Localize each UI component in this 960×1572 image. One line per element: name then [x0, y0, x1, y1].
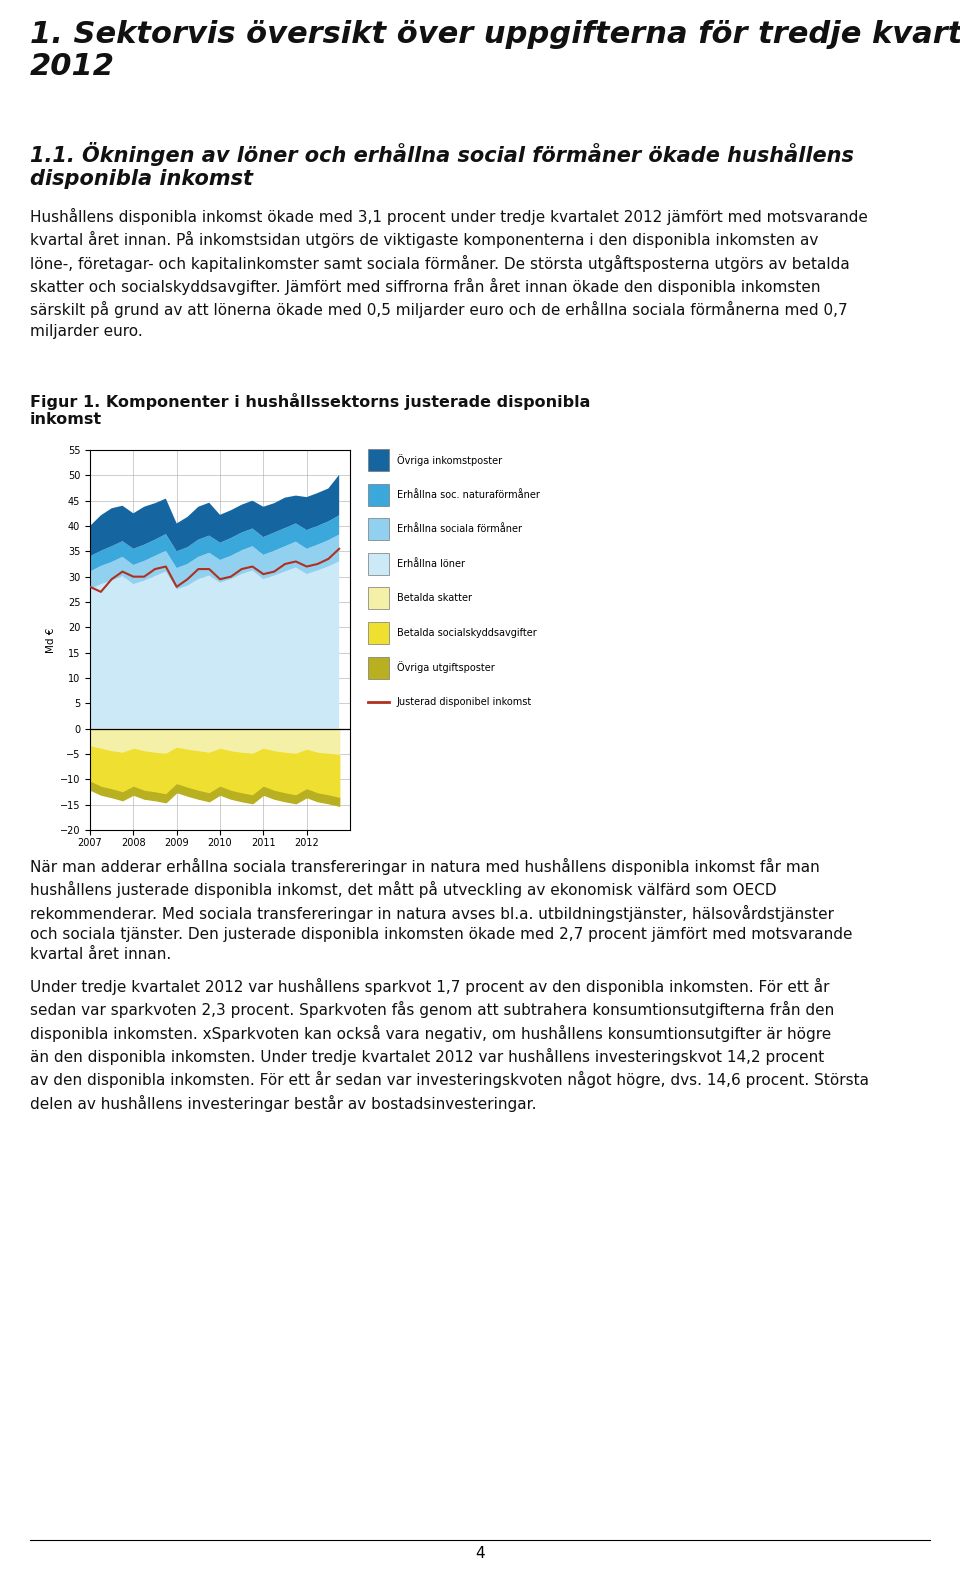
Y-axis label: Md €: Md € [46, 627, 56, 652]
Text: Erhållna löner: Erhållna löner [396, 558, 465, 569]
Text: Erhållna soc. naturaförmåner: Erhållna soc. naturaförmåner [396, 489, 540, 500]
Text: 4: 4 [475, 1545, 485, 1561]
Text: Övriga utgiftsposter: Övriga utgiftsposter [396, 662, 494, 673]
Text: När man adderar erhållna sociala transfereringar in natura med hushållens dispon: När man adderar erhållna sociala transfe… [30, 858, 852, 962]
Text: Figur 1. Komponenter i hushållssektorns justerade disponibla
inkomst: Figur 1. Komponenter i hushållssektorns … [30, 393, 590, 428]
Text: Betalda skatter: Betalda skatter [396, 593, 471, 604]
Text: 1. Sektorvis översikt över uppgifterna för tredje kvartalet
2012: 1. Sektorvis översikt över uppgifterna f… [30, 20, 960, 82]
Text: Justerad disponibel inkomst: Justerad disponibel inkomst [396, 696, 532, 707]
Text: 1.1. Ökningen av löner och erhållna social förmåner ökade hushållens
disponibla : 1.1. Ökningen av löner och erhållna soci… [30, 141, 853, 189]
Text: Betalda socialskyddsavgifter: Betalda socialskyddsavgifter [396, 627, 537, 638]
Text: Erhållna sociala förmåner: Erhållna sociala förmåner [396, 523, 522, 534]
Text: Under tredje kvartalet 2012 var hushållens sparkvot 1,7 procent av den disponibl: Under tredje kvartalet 2012 var hushålle… [30, 978, 869, 1111]
Text: Hushållens disponibla inkomst ökade med 3,1 procent under tredje kvartalet 2012 : Hushållens disponibla inkomst ökade med … [30, 208, 868, 338]
Text: Övriga inkomstposter: Övriga inkomstposter [396, 454, 502, 465]
